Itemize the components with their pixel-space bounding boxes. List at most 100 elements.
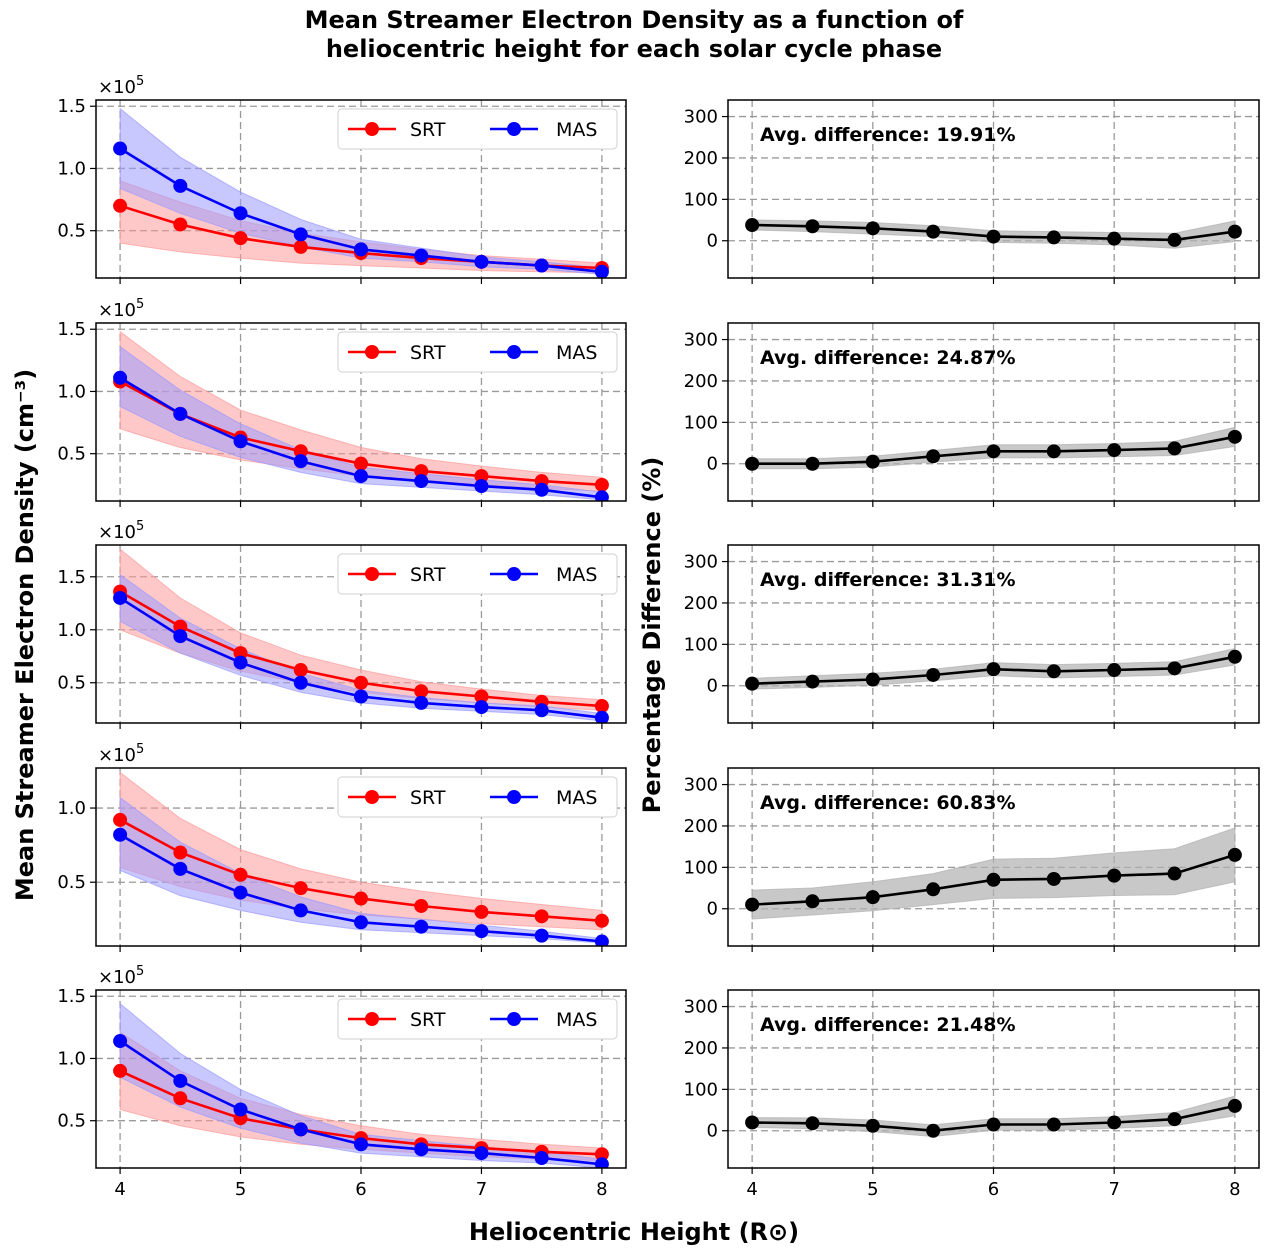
mas-series-point xyxy=(173,861,188,876)
scale-exponent: 5 xyxy=(136,74,144,89)
srt-series-point xyxy=(414,898,429,913)
avg-difference-annotation: Avg. difference: 24.87% xyxy=(760,347,1016,369)
scale-base: ×10 xyxy=(98,77,136,98)
mas-series-point xyxy=(233,434,248,449)
srt-series-point xyxy=(354,675,368,690)
difference-series-point xyxy=(1107,1115,1122,1130)
difference-series-point xyxy=(805,1116,820,1131)
mas-series-point xyxy=(113,827,128,842)
difference-series-point xyxy=(1227,224,1242,239)
mas-series-point xyxy=(474,924,489,939)
difference-series-point xyxy=(986,662,1001,677)
legend-srt-label: SRT xyxy=(410,1009,446,1031)
scale-exponent: 5 xyxy=(136,519,144,534)
mas-uncertainty-band xyxy=(119,1002,603,1168)
srt-series-point xyxy=(293,444,308,459)
mas-series-point xyxy=(173,178,188,193)
difference-panel-0-y-tick-label: 200 xyxy=(684,148,718,169)
scale-base: ×10 xyxy=(98,745,136,766)
srt-series-point xyxy=(594,699,609,714)
legend-box xyxy=(337,998,618,1040)
legend-srt-marker xyxy=(365,790,379,804)
legend-mas-label: MAS xyxy=(556,1009,597,1031)
difference-series-point xyxy=(1046,871,1061,886)
difference-panel-frame xyxy=(727,767,1260,947)
density-scale-label: ×105 xyxy=(98,519,144,543)
difference-panel-1-y-tick-label: 100 xyxy=(684,412,718,433)
srt-series-point xyxy=(414,464,429,479)
difference-series-point xyxy=(1167,1112,1182,1127)
srt-series-point xyxy=(354,891,368,906)
difference-series-point xyxy=(1227,1098,1242,1113)
density-plot-area xyxy=(113,548,609,723)
difference-x-tick-label: 7 xyxy=(1108,1179,1119,1200)
difference-series-point xyxy=(1107,663,1122,678)
difference-series-point xyxy=(986,1117,1001,1132)
mas-series-point xyxy=(594,710,609,723)
mas-series-point xyxy=(414,1142,429,1157)
density-panel-1-y-tick-label: 1.5 xyxy=(57,319,86,340)
difference-panel-0-y-tick-label: 100 xyxy=(684,189,718,210)
srt-series-point xyxy=(534,909,549,924)
density-x-tick-label: 5 xyxy=(235,1179,246,1200)
difference-plot-area xyxy=(745,1095,1242,1138)
difference-panel-frame xyxy=(727,544,1260,724)
density-plot-area xyxy=(113,107,609,278)
difference-panel-frame xyxy=(727,99,1260,279)
srt-series-point xyxy=(233,231,248,246)
mas-series-point xyxy=(233,655,248,670)
difference-panel-4-y-tick-label: 0 xyxy=(707,1121,718,1142)
mas-series-point xyxy=(594,934,609,946)
mas-series-point xyxy=(173,406,188,421)
legend: SRT MAS xyxy=(337,108,618,150)
mas-series-point xyxy=(414,474,429,489)
srt-series-point xyxy=(233,867,248,882)
difference-series-point xyxy=(926,882,941,897)
difference-series-point xyxy=(745,218,760,233)
avg-difference-annotation: Avg. difference: 21.48% xyxy=(760,1014,1016,1036)
density-panel-3-y-tick-label: 1.0 xyxy=(57,798,86,819)
mas-series-point xyxy=(233,885,248,900)
srt-series-point xyxy=(113,812,128,827)
difference-series-point xyxy=(1167,441,1182,456)
difference-panel-2-y-tick-label: 200 xyxy=(684,593,718,614)
density-x-tick-label: 4 xyxy=(114,1179,125,1200)
difference-panel-2-y-tick-label: 300 xyxy=(684,552,718,573)
mas-series-point xyxy=(534,703,549,718)
density-panel-3-y-tick-label: 0.5 xyxy=(57,872,86,893)
scale-exponent: 5 xyxy=(136,742,144,757)
mas-series-point xyxy=(354,915,368,930)
difference-x-tick-label: 6 xyxy=(988,1179,999,1200)
srt-series-point xyxy=(173,1091,188,1106)
density-scale-label: ×105 xyxy=(98,297,144,321)
mas-series-point xyxy=(474,1146,489,1161)
legend-mas-marker xyxy=(507,1012,521,1026)
difference-series-point xyxy=(745,676,760,691)
density-panel-frame xyxy=(95,989,627,1169)
legend-mas-label: MAS xyxy=(556,119,597,141)
difference-panel-3-y-tick-label: 300 xyxy=(684,775,718,796)
density-scale-label: ×105 xyxy=(98,74,144,98)
density-panel-frame xyxy=(95,322,627,502)
density-scale-label: ×105 xyxy=(98,742,144,766)
density-panel-4: 0.5 1.0 ×105 SRT MAS xyxy=(57,742,627,952)
difference-panel-3-y-tick-label: 200 xyxy=(684,816,718,837)
difference-series-point xyxy=(1227,649,1242,664)
difference-panel-3-y-tick-label: 0 xyxy=(707,899,718,920)
srt-series-point xyxy=(293,881,308,896)
difference-series-point xyxy=(745,456,760,471)
difference-panel-1-y-tick-label: 200 xyxy=(684,371,718,392)
mas-series-point xyxy=(293,675,308,690)
density-panel-1-y-tick-label: 1.0 xyxy=(57,381,86,402)
srt-series-point xyxy=(474,904,489,919)
mas-series-point xyxy=(233,206,248,221)
difference-series-point xyxy=(1227,429,1242,444)
difference-series-point xyxy=(1046,664,1061,679)
difference-panel-4-y-tick-label: 300 xyxy=(684,997,718,1018)
difference-panel-0-y-tick-label: 300 xyxy=(684,107,718,128)
legend: SRT MAS xyxy=(337,998,618,1040)
avg-difference-annotation: Avg. difference: 31.31% xyxy=(760,569,1016,591)
scale-exponent: 5 xyxy=(136,297,144,312)
legend-box xyxy=(337,553,618,595)
